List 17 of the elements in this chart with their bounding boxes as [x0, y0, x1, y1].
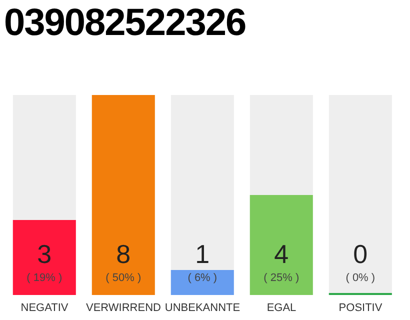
data-label: 3 — [37, 239, 52, 269]
annotation: ( 19% ) — [26, 272, 62, 284]
annotation: ( 6% ) — [188, 272, 218, 284]
data-label: 1 — [195, 239, 210, 269]
x-tick-label: UNBEKANNTE — [164, 302, 240, 314]
bar — [170, 270, 234, 295]
x-tick-label: EGAL — [266, 302, 296, 314]
data-label: 8 — [116, 239, 131, 269]
annotation: ( 25% ) — [264, 272, 300, 284]
x-tick-label: NEGATIV — [20, 302, 69, 314]
data-label: 4 — [274, 239, 289, 269]
x-tick-label: VERWIRREND — [86, 302, 162, 314]
annotation: ( 50% ) — [106, 272, 142, 284]
chart-title: 039082522326 — [4, 2, 246, 45]
annotation: ( 0% ) — [346, 272, 376, 284]
x-tick-label: POSITIV — [338, 302, 383, 314]
data-label: 0 — [353, 239, 368, 269]
